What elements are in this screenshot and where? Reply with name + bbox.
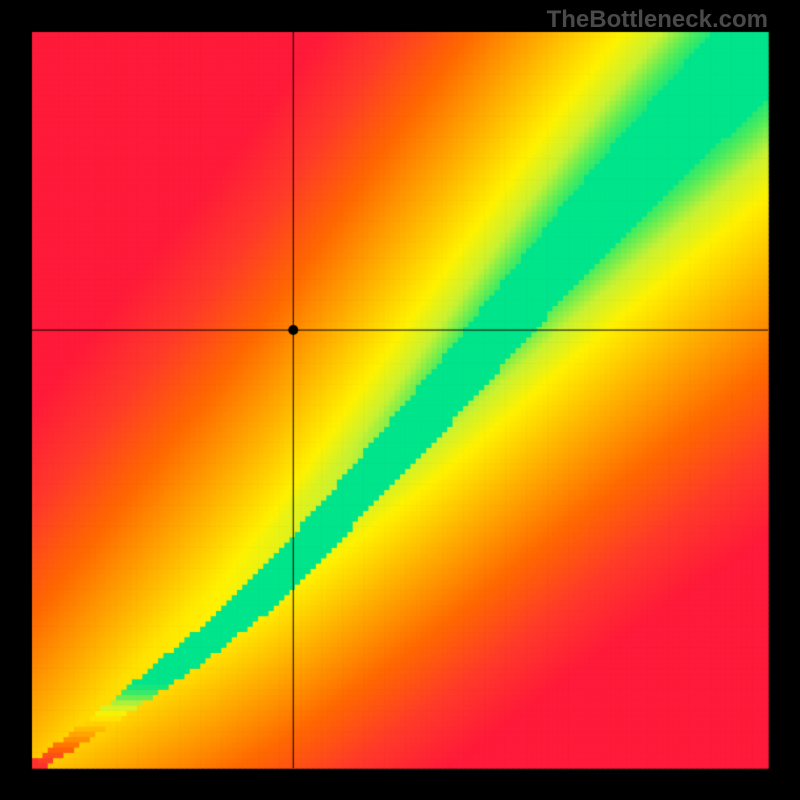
- watermark-text: TheBottleneck.com: [547, 6, 768, 34]
- chart-container: { "watermark": { "text": "TheBottleneck.…: [0, 0, 800, 800]
- bottleneck-heatmap: [0, 0, 800, 800]
